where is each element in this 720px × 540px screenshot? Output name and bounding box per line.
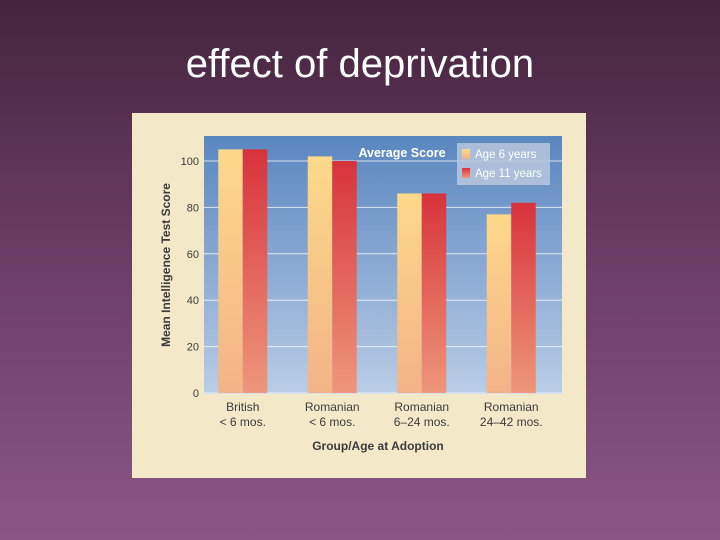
y-tick-label: 40: [187, 295, 199, 307]
y-tick-label: 80: [187, 202, 199, 214]
legend-box: [457, 143, 550, 185]
bar-age-11-group-1: [242, 149, 268, 393]
legend-label-age-6: Age 6 years: [475, 149, 537, 161]
x-category-label: British: [226, 400, 259, 414]
y-axis-label: Mean Intelligence Test Score: [159, 183, 173, 347]
x-axis-label: Group/Age at Adoption: [312, 439, 444, 453]
bar-age-11-group-2: [332, 161, 357, 393]
x-category-label: Romanian: [305, 400, 360, 414]
legend-label-age-11: Age 11 years: [475, 168, 542, 180]
x-category-label: 24–42 mos.: [480, 415, 543, 429]
legend: Age 6 years Age 11 years: [457, 143, 550, 185]
bar-age-11-group-4: [511, 202, 536, 393]
y-tick-label: 20: [187, 342, 199, 354]
x-category-label: 6–24 mos.: [394, 415, 450, 429]
legend-swatch-age-6: [462, 149, 470, 159]
bar-age-6-group-4: [486, 214, 512, 393]
chart-figure: 0 20 40 60 80 100 British < 6 mos. Romanian < 6 …: [132, 113, 586, 478]
bar-age-11-group-3: [421, 193, 447, 393]
bar-age-6-group-2: [307, 156, 333, 393]
y-tick-label: 60: [187, 249, 199, 261]
y-tick-label: 100: [181, 156, 199, 168]
bar-age-6-group-3: [397, 193, 422, 393]
y-tick-label: 0: [193, 388, 199, 400]
slide-title: effect of deprivation: [185, 42, 535, 86]
legend-swatch-age-11: [462, 168, 470, 178]
chart-title: Average Score: [358, 146, 445, 160]
bar-age-6-group-1: [218, 149, 243, 393]
x-category-label: Romanian: [484, 400, 539, 414]
x-category-label: Romanian: [394, 400, 449, 414]
x-category-label: < 6 mos.: [220, 415, 266, 429]
x-category-label: < 6 mos.: [309, 415, 355, 429]
